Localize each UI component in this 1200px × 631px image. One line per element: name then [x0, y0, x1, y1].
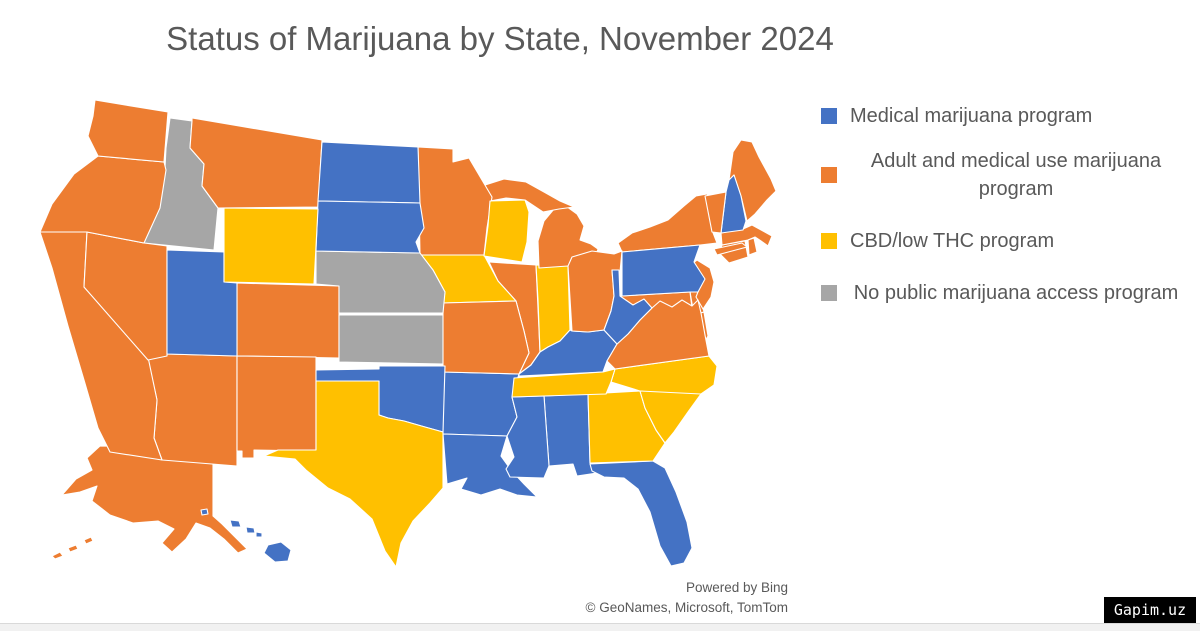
state-tx [263, 380, 444, 568]
state-or [39, 155, 167, 244]
state-ne [315, 250, 446, 314]
legend-item-medical: Medical marijuana program [815, 102, 1195, 130]
attribution-powered-by: Powered by Bing [685, 580, 788, 595]
state-wv [603, 269, 653, 345]
state-hi [255, 531, 263, 538]
state-az [147, 353, 238, 467]
state-sd [315, 200, 425, 254]
state-ri [747, 237, 758, 256]
state-ks [338, 314, 449, 365]
state-mn [417, 146, 493, 256]
state-nh [720, 174, 747, 234]
state-hi [263, 541, 292, 563]
state-ak [51, 551, 64, 560]
state-ma [720, 224, 773, 247]
legend-swatch-medical [821, 108, 837, 124]
legend-swatch-none [821, 285, 837, 301]
legend-label-medical: Medical marijuana program [850, 105, 1093, 127]
state-ar [442, 371, 520, 437]
state-co [236, 282, 340, 359]
legend-swatch-adult_medical [821, 167, 837, 183]
state-mo [442, 300, 530, 375]
watermark-badge: Gapim.uz [1104, 597, 1196, 623]
state-nd [317, 141, 421, 204]
state-wy [223, 207, 319, 285]
state-wi [483, 199, 530, 263]
legend-label-adult_medical: Adult and medical use marijuana program [870, 150, 1162, 200]
legend-label-cbd: CBD/low THC program [850, 230, 1055, 252]
state-hi [245, 526, 256, 534]
state-fl [589, 460, 693, 567]
state-ms [505, 395, 550, 479]
state-pa [621, 244, 706, 297]
state-ak [61, 445, 248, 554]
legend-item-none: No public marijuana access program [815, 279, 1195, 307]
map-title: Status of Marijuana by State, November 2… [166, 20, 834, 57]
legend-label-none: No public marijuana access program [853, 282, 1179, 304]
state-mt [189, 117, 323, 209]
legend-item-cbd: CBD/low THC program [815, 227, 1195, 255]
state-la [442, 433, 538, 498]
legend-swatch-cbd [821, 233, 837, 249]
state-ny [713, 242, 748, 256]
state-wa [87, 99, 169, 163]
legend-item-adult_medical: Adult and medical use marijuana program [815, 147, 1195, 203]
state-hi [200, 508, 209, 516]
horizontal-scrollbar-track[interactable] [0, 623, 1200, 631]
state-vt [704, 191, 727, 234]
state-tn [511, 368, 616, 398]
state-hi [229, 519, 242, 528]
state-nm [236, 355, 317, 459]
state-ny [617, 193, 718, 253]
state-mi [467, 178, 575, 213]
state-sc [639, 390, 702, 444]
attribution-copyright: © GeoNames, Microsoft, TomTom [585, 600, 789, 615]
map-attribution: Powered by Bing © GeoNames, Microsoft, T… [390, 578, 789, 618]
state-ak [67, 544, 79, 553]
state-ak [83, 536, 94, 545]
